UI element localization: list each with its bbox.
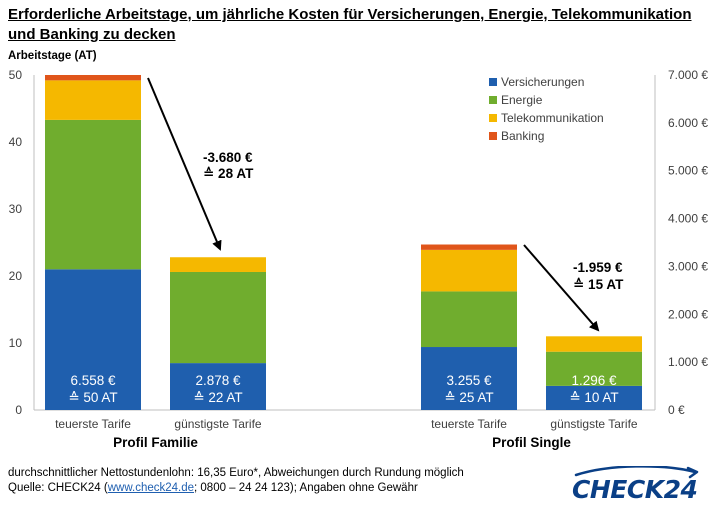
bar-segment-energie [546,351,642,386]
logo-text: CHECK24 [572,475,697,502]
y-tick-label: 0 [15,403,22,417]
x-tick-label: teuerste Tarife [431,417,507,431]
savings-amount-familie: -3.680 € [203,150,253,165]
bar-segment-energie [170,271,266,364]
bar-segment-banking [421,244,517,250]
y2-tick-label: 2.000 € [668,307,708,321]
y2-tick-label: 0 € [668,403,685,417]
stacked-bar-chart: 0 10 20 30 40 50 0 € 1.000 € 2.000 € 3.000 € 4.000… [9,68,709,450]
legend-label: Versicherungen [501,75,584,89]
bar-segment-banking [45,75,141,81]
source-prefix: Quelle: CHECK24 ( [8,482,108,494]
y2-tick-label: 5.000 € [668,164,708,178]
legend-label: Energie [501,93,543,107]
y2-tick-label: 1.000 € [668,355,708,369]
source-link[interactable]: www.check24.de [107,482,195,494]
y2-tick-label: 6.000 € [668,116,708,130]
savings-arrow-single [523,244,600,332]
bar-segment-energie [45,119,141,270]
savings-arrow-familie [147,77,222,251]
y2-tick-label: 3.000 € [668,259,708,273]
x-tick-label: günstigste Tarife [174,417,261,431]
bar-days-label: ≙ 22 AT [193,390,242,405]
y-tick-label: 10 [9,336,23,350]
bar-segment-energie [421,291,517,348]
bar-segment-telekommunikation [45,80,141,120]
y2-tick-label: 7.000 € [668,68,708,82]
group-label: Profil Single [492,435,571,450]
bar-segment-versicherungen [170,363,266,410]
bar-amount-label: 3.255 € [446,373,492,388]
bar-segment-telekommunikation [421,249,517,292]
bar-segment-telekommunikation [546,336,642,352]
bar-amount-label: 1.296 € [571,373,617,388]
y-tick-label: 40 [9,135,23,149]
savings-amount-single: -1.959 € [573,260,623,275]
legend-swatch [489,78,497,86]
bar-amount-label: 2.878 € [195,373,241,388]
chart-title: Erforderliche Arbeitstage, um jährliche … [8,6,692,43]
bar-segment-versicherungen [546,385,642,410]
y-tick-label: 20 [9,269,23,283]
legend-label: Telekommunikation [501,111,604,125]
legend-label: Banking [501,129,544,143]
bar-days-label: ≙ 10 AT [569,390,618,405]
y-axis-label: Arbeitstage (AT) [8,50,97,62]
bar-segment-telekommunikation [170,257,266,272]
bar-segment-versicherungen [421,347,517,410]
bar-segment-versicherungen [45,269,141,410]
check24-logo: CHECK24 [572,466,699,502]
legend-swatch [489,96,497,104]
bar-amount-label: 6.558 € [70,373,116,388]
y-tick-label: 30 [9,202,23,216]
footnote-source: Quelle: CHECK24 (www.check24.de; 0800 – … [8,481,418,496]
y2-tick-label: 4.000 € [668,212,708,226]
savings-days-familie: ≙ 28 AT [203,166,254,181]
x-tick-label: teuerste Tarife [55,417,131,431]
savings-days-single: ≙ 15 AT [573,277,624,292]
bar-days-label: ≙ 25 AT [444,390,493,405]
x-tick-label: günstigste Tarife [550,417,637,431]
footnote-wage: durchschnittlicher Nettostundenlohn: 16,… [8,467,464,479]
y-tick-label: 50 [9,68,23,82]
legend-swatch [489,132,497,140]
group-label: Profil Familie [113,435,198,450]
legend-swatch [489,114,497,122]
bar-days-label: ≙ 50 AT [68,390,117,405]
source-suffix: ; 0800 – 24 24 123); Angaben ohne Gewähr [194,482,418,494]
